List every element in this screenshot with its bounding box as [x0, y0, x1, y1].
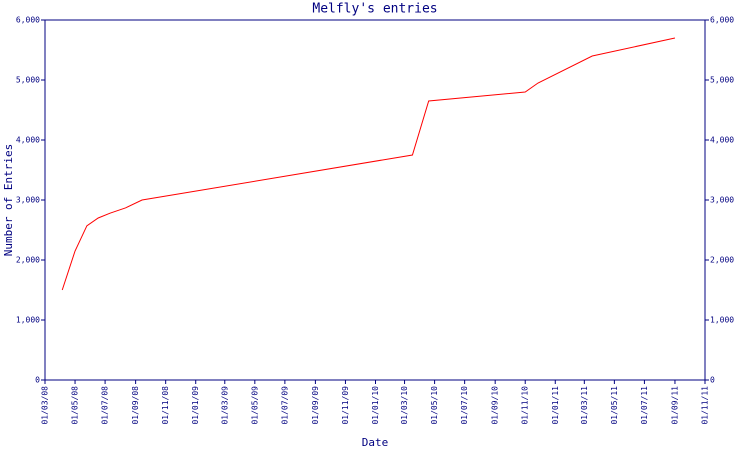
x-tick-label: 01/09/10: [491, 386, 500, 425]
y2-tick-label: 4,000: [710, 136, 734, 145]
y-axis-title: Number of Entries: [2, 144, 15, 257]
x-tick-label: 01/11/10: [521, 386, 530, 425]
x-tick-label: 01/03/08: [41, 386, 50, 425]
x-tick-label: 01/09/11: [670, 386, 679, 425]
y-tick-label: 6,000: [16, 16, 40, 25]
y-tick-label: 4,000: [16, 136, 40, 145]
x-tick-label: 01/07/09: [280, 386, 289, 425]
x-tick-label: 01/11/11: [701, 386, 710, 425]
data-line: [61, 37, 676, 291]
x-tick-label: 01/05/08: [71, 386, 80, 425]
y2-tick-label: 6,000: [710, 16, 734, 25]
x-tick-label: 01/01/09: [191, 386, 200, 425]
y2-tick-label: 1,000: [710, 316, 734, 325]
x-tick-label: 01/07/10: [460, 386, 469, 425]
x-tick-label: 01/11/08: [161, 386, 170, 425]
x-tick-label: 01/05/09: [250, 386, 259, 425]
x-tick-label: 01/07/11: [640, 386, 649, 425]
x-tick-label: 01/03/10: [400, 386, 409, 425]
x-tick-label: 01/05/10: [430, 386, 439, 425]
y2-tick-label: 0: [710, 376, 715, 385]
x-axis-title: Date: [362, 436, 389, 449]
y-tick-label: 0: [35, 376, 40, 385]
y-tick-label: 2,000: [16, 256, 40, 265]
y2-tick-label: 3,000: [710, 196, 734, 205]
y-tick-label: 3,000: [16, 196, 40, 205]
chart-title: Melfly's entries: [312, 2, 437, 17]
y-tick-label: 1,000: [16, 316, 40, 325]
x-tick-label: 01/09/08: [131, 386, 140, 425]
x-tick-label: 01/03/11: [580, 386, 589, 425]
x-tick-label: 01/05/11: [610, 386, 619, 425]
y2-tick-label: 2,000: [710, 256, 734, 265]
x-tick-label: 01/09/09: [311, 386, 320, 425]
x-tick-label: 01/01/10: [371, 386, 380, 425]
y2-tick-label: 5,000: [710, 76, 734, 85]
x-tick-label: 01/03/09: [220, 386, 229, 425]
x-tick-label: 01/07/08: [101, 386, 110, 425]
y-tick-label: 5,000: [16, 76, 40, 85]
x-tick-label: 01/11/09: [341, 386, 350, 425]
x-tick-label: 01/01/11: [551, 386, 560, 425]
